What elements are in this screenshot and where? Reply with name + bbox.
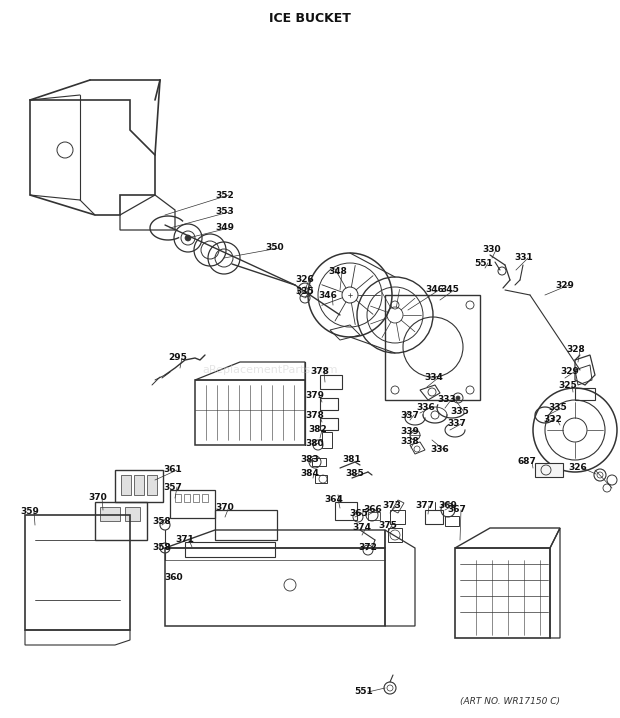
Text: 332: 332 xyxy=(543,416,562,424)
Text: 375: 375 xyxy=(378,521,397,529)
Circle shape xyxy=(185,235,191,241)
Bar xyxy=(147,475,157,495)
Bar xyxy=(184,494,190,502)
Bar xyxy=(385,295,480,400)
Text: 383: 383 xyxy=(300,455,319,465)
Bar xyxy=(390,510,405,524)
Bar xyxy=(193,494,199,502)
Text: 350: 350 xyxy=(265,243,283,253)
Text: 687: 687 xyxy=(518,457,537,467)
Bar xyxy=(320,418,338,430)
Text: 329: 329 xyxy=(560,368,579,376)
Bar xyxy=(388,528,402,542)
Text: 357: 357 xyxy=(163,482,182,492)
Bar xyxy=(95,502,147,540)
Bar xyxy=(312,458,326,466)
Text: 366: 366 xyxy=(363,505,382,515)
Bar xyxy=(320,398,338,410)
Text: 373: 373 xyxy=(382,501,401,510)
Text: 338: 338 xyxy=(400,437,419,447)
Text: 330: 330 xyxy=(482,246,500,254)
Text: 378: 378 xyxy=(310,368,329,376)
Bar xyxy=(320,375,342,389)
Text: 339: 339 xyxy=(400,426,419,436)
Bar xyxy=(455,548,550,638)
Bar xyxy=(100,507,120,521)
Text: 349: 349 xyxy=(215,223,234,233)
Bar xyxy=(215,510,277,540)
Text: 328: 328 xyxy=(566,345,585,355)
Text: 336: 336 xyxy=(416,404,435,413)
Text: 378: 378 xyxy=(305,411,324,419)
Text: 361: 361 xyxy=(163,465,182,475)
Bar xyxy=(134,475,144,495)
Text: 352: 352 xyxy=(215,190,234,200)
Text: 337: 337 xyxy=(400,411,419,419)
Text: 370: 370 xyxy=(215,503,234,511)
Text: 360: 360 xyxy=(164,574,183,582)
Text: 326: 326 xyxy=(568,464,587,472)
Text: 374: 374 xyxy=(352,523,371,533)
Bar xyxy=(425,510,443,524)
Text: 335: 335 xyxy=(450,408,469,416)
Text: 345: 345 xyxy=(440,286,459,294)
Bar xyxy=(121,475,131,495)
Text: ICE BUCKET: ICE BUCKET xyxy=(269,12,351,25)
Bar xyxy=(165,548,385,626)
Circle shape xyxy=(456,396,460,400)
Text: 333: 333 xyxy=(437,396,456,404)
Text: 335: 335 xyxy=(548,404,567,413)
Text: 334: 334 xyxy=(424,373,443,383)
Text: 337: 337 xyxy=(447,419,466,429)
Text: aReplacementParts.com: aReplacementParts.com xyxy=(202,365,338,375)
Text: 325: 325 xyxy=(558,381,577,389)
Text: 295: 295 xyxy=(168,353,187,363)
Text: 551: 551 xyxy=(474,258,493,268)
Text: 346: 346 xyxy=(425,286,444,294)
Text: 336: 336 xyxy=(430,445,449,454)
Text: 380: 380 xyxy=(305,439,324,447)
Text: 353: 353 xyxy=(215,208,234,217)
Text: 372: 372 xyxy=(358,543,377,551)
Text: 348: 348 xyxy=(328,268,347,276)
Bar xyxy=(445,516,459,526)
Text: 370: 370 xyxy=(88,493,107,503)
Bar xyxy=(202,494,208,502)
Text: 329: 329 xyxy=(555,281,574,289)
Text: 371: 371 xyxy=(175,536,194,544)
Text: 551: 551 xyxy=(354,688,373,696)
Text: 369: 369 xyxy=(438,501,457,510)
Text: 385: 385 xyxy=(345,469,364,477)
Bar xyxy=(535,463,563,477)
Text: 377: 377 xyxy=(415,501,434,510)
Text: 326: 326 xyxy=(295,276,314,284)
Text: 365: 365 xyxy=(349,508,368,518)
Bar xyxy=(115,470,163,502)
Bar xyxy=(25,515,130,630)
Text: 359: 359 xyxy=(20,508,39,516)
Text: 335: 335 xyxy=(295,287,314,297)
Bar xyxy=(575,388,595,400)
Text: 331: 331 xyxy=(514,253,533,263)
Text: 358: 358 xyxy=(152,544,171,552)
Text: 382: 382 xyxy=(308,426,327,434)
Text: 384: 384 xyxy=(300,469,319,477)
Bar xyxy=(322,432,332,448)
Text: 358: 358 xyxy=(152,518,171,526)
Text: 346: 346 xyxy=(318,291,337,299)
Bar xyxy=(315,475,327,483)
Bar xyxy=(185,542,275,557)
Bar xyxy=(335,502,357,520)
Bar xyxy=(125,507,140,521)
Text: 379: 379 xyxy=(305,391,324,399)
Text: 367: 367 xyxy=(447,505,466,515)
Text: 364: 364 xyxy=(324,495,343,503)
Bar xyxy=(175,494,181,502)
Text: (ART NO. WR17150 C): (ART NO. WR17150 C) xyxy=(460,697,560,706)
Bar xyxy=(195,380,305,445)
Bar xyxy=(368,512,380,520)
Bar xyxy=(170,490,215,518)
Text: 381: 381 xyxy=(342,455,361,465)
